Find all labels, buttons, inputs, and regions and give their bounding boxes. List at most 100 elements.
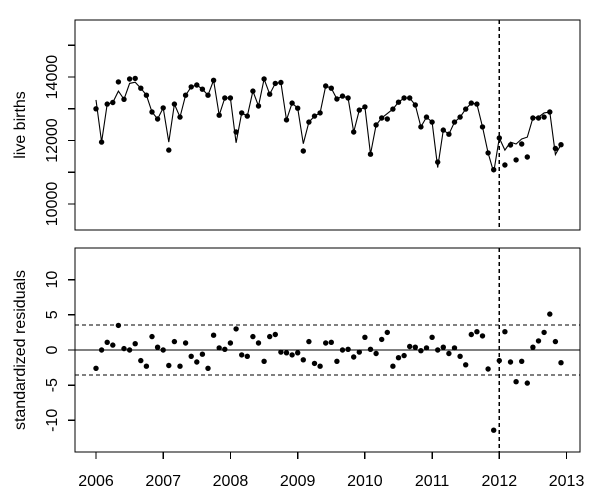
x-tick-label: 2006 bbox=[78, 473, 114, 490]
x-tick-label: 2011 bbox=[415, 473, 450, 490]
data-point bbox=[423, 345, 430, 351]
data-point bbox=[541, 114, 547, 120]
data-point bbox=[323, 340, 329, 346]
y-tick-label: 5 bbox=[44, 310, 61, 319]
y-tick-label: 14000 bbox=[44, 55, 61, 100]
data-point bbox=[199, 351, 206, 357]
chart-render-layer: 10000 12000 14000 -10 -5 0 5 10 2006 2007 2008 2009… bbox=[44, 19, 584, 490]
y-tick-label: -10 bbox=[44, 409, 61, 432]
data-point bbox=[149, 333, 155, 340]
data-point bbox=[384, 329, 390, 336]
data-point bbox=[104, 339, 110, 345]
data-point bbox=[412, 344, 418, 350]
data-point bbox=[311, 360, 318, 367]
data-point bbox=[468, 331, 474, 338]
x-tick-label: 2010 bbox=[347, 473, 383, 490]
data-point bbox=[446, 350, 452, 357]
data-point bbox=[485, 366, 491, 372]
data-point bbox=[182, 340, 189, 346]
data-point bbox=[435, 347, 441, 353]
data-point bbox=[502, 162, 508, 168]
data-point bbox=[171, 338, 178, 345]
data-point bbox=[267, 333, 273, 340]
y-tick-label: -5 bbox=[44, 378, 61, 392]
data-point bbox=[244, 353, 250, 359]
data-point bbox=[541, 329, 547, 336]
data-point bbox=[384, 116, 390, 122]
data-point bbox=[379, 336, 385, 343]
data-point bbox=[328, 339, 334, 345]
data-point bbox=[261, 358, 267, 364]
data-point bbox=[98, 347, 105, 353]
data-point bbox=[93, 365, 99, 371]
data-point bbox=[496, 357, 502, 364]
data-point bbox=[255, 340, 262, 346]
data-point bbox=[395, 355, 402, 361]
data-point bbox=[115, 79, 122, 85]
data-point bbox=[121, 345, 127, 352]
data-point bbox=[502, 329, 508, 335]
data-point bbox=[166, 362, 172, 369]
y-axis-title-live-births: live births bbox=[12, 91, 29, 159]
y-axis-title-standardized-residuals: standardized residuals bbox=[12, 270, 29, 430]
data-point bbox=[126, 347, 133, 353]
y-tick-label: 12000 bbox=[44, 118, 61, 163]
data-point bbox=[418, 348, 424, 354]
data-point bbox=[513, 157, 519, 163]
data-point bbox=[535, 338, 542, 344]
data-point bbox=[519, 141, 525, 147]
data-point bbox=[194, 359, 200, 365]
data-point bbox=[110, 342, 116, 348]
data-point bbox=[390, 363, 396, 369]
data-point bbox=[205, 365, 211, 371]
data-point bbox=[339, 347, 346, 353]
data-point bbox=[524, 380, 530, 386]
y-tick-label: 10 bbox=[44, 271, 61, 289]
data-point bbox=[552, 338, 559, 345]
data-point bbox=[524, 154, 530, 160]
data-point bbox=[132, 75, 138, 82]
data-point bbox=[115, 322, 122, 329]
data-point bbox=[547, 311, 553, 317]
data-point bbox=[177, 363, 183, 369]
data-point bbox=[334, 358, 340, 364]
data-point bbox=[479, 333, 486, 339]
data-point bbox=[300, 148, 306, 154]
x-tick-label: 2009 bbox=[280, 473, 316, 490]
data-point bbox=[507, 359, 514, 365]
data-point bbox=[513, 379, 519, 385]
data-point bbox=[429, 334, 435, 340]
data-point bbox=[407, 343, 413, 350]
data-point bbox=[491, 427, 497, 433]
data-point bbox=[306, 338, 312, 345]
data-point bbox=[317, 363, 323, 369]
data-point bbox=[558, 360, 564, 366]
data-point bbox=[143, 363, 150, 369]
data-point bbox=[457, 353, 463, 359]
data-point bbox=[154, 344, 161, 350]
data-point bbox=[227, 340, 234, 346]
data-point bbox=[295, 350, 301, 356]
data-point bbox=[289, 352, 295, 358]
data-point bbox=[126, 76, 133, 82]
data-point bbox=[233, 326, 239, 332]
data-point bbox=[222, 346, 228, 352]
data-point bbox=[250, 333, 256, 340]
y-tick-label: 10000 bbox=[44, 182, 61, 227]
data-point bbox=[132, 341, 138, 347]
data-point bbox=[166, 147, 172, 153]
data-point bbox=[216, 345, 222, 351]
data-point bbox=[160, 347, 166, 353]
data-point bbox=[351, 354, 357, 360]
data-point bbox=[210, 332, 217, 338]
data-point bbox=[356, 349, 362, 355]
data-point bbox=[440, 344, 446, 350]
plot-box bbox=[74, 19, 581, 231]
data-point bbox=[367, 346, 374, 352]
x-tick-label: 2007 bbox=[145, 473, 181, 490]
data-point bbox=[283, 350, 290, 356]
data-point bbox=[451, 345, 458, 351]
data-point bbox=[278, 349, 284, 355]
